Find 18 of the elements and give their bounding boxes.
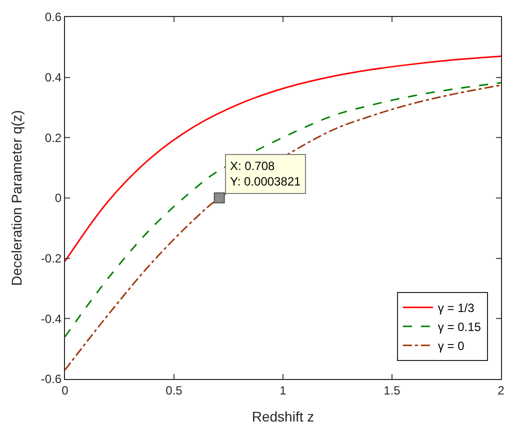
y-tick-label: 0.2 bbox=[44, 130, 62, 145]
x-tick-label: 1 bbox=[280, 383, 287, 398]
legend-label: γ = 0.15 bbox=[438, 320, 482, 334]
x-tick-label: 2 bbox=[498, 383, 505, 398]
y-tick-label: -0.2 bbox=[40, 252, 62, 266]
y-tick-label: -0.6 bbox=[40, 372, 62, 386]
y-tick-label: 0 bbox=[54, 191, 62, 206]
x-axis-title: Redshift z bbox=[252, 408, 314, 425]
legend-label: γ = 0 bbox=[438, 339, 465, 354]
y-tick-label: 0.4 bbox=[44, 70, 62, 85]
y-tick-label: -0.4 bbox=[40, 312, 62, 326]
x-tick-label: 0.5 bbox=[166, 383, 183, 398]
annotation: X: 0.708 Y: 0.0003821 bbox=[230, 159, 302, 189]
line-series bbox=[65, 55, 501, 262]
x-tick-label: 1.5 bbox=[384, 383, 401, 398]
y-tick-label: 0.6 bbox=[44, 10, 62, 24]
y-axis-title: Deceleration Parameter q(z) bbox=[8, 110, 25, 286]
legend-label: γ = 1/3 bbox=[438, 301, 475, 316]
